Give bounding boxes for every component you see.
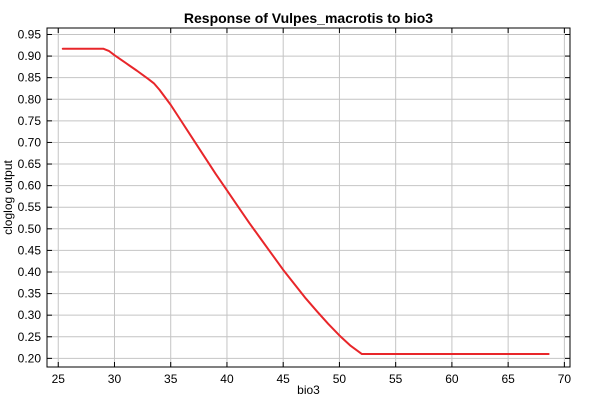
plot-frame (46, 27, 571, 368)
y-tick-label: 0.45 (18, 243, 42, 257)
x-tick-label: 30 (108, 372, 122, 386)
chart-title: Response of Vulpes_macrotis to bio3 (184, 10, 433, 26)
x-axis-label: bio3 (297, 383, 320, 397)
y-tick-label: 0.90 (18, 49, 42, 63)
y-axis-label: cloglog output (1, 159, 15, 234)
x-tick-label: 35 (164, 372, 178, 386)
x-tick-label: 70 (558, 372, 572, 386)
y-tick-label: 0.50 (18, 222, 42, 236)
x-tick-label: 55 (389, 372, 403, 386)
grid-layer (47, 28, 570, 367)
x-tick-label: 60 (445, 372, 459, 386)
y-tick-label: 0.30 (18, 308, 42, 322)
y-tick-label: 0.25 (18, 330, 42, 344)
tick-layer: 25 30 35 40 45 50 55 60 65 70 0.20 0.25 0.30 0.35 0.40… (18, 27, 572, 386)
y-tick-label: 0.95 (18, 27, 42, 41)
y-tick-label: 0.55 (18, 200, 42, 214)
y-tick-label: 0.75 (18, 114, 42, 128)
y-tick-label: 0.65 (18, 157, 42, 171)
y-tick-label: 0.20 (18, 351, 42, 365)
y-tick-label: 0.85 (18, 71, 42, 85)
x-tick-label: 25 (52, 372, 66, 386)
y-tick-label: 0.80 (18, 92, 42, 106)
series-layer (61, 47, 550, 356)
y-tick-label: 0.70 (18, 135, 42, 149)
x-tick-label: 45 (277, 372, 291, 386)
y-tick-label: 0.40 (18, 265, 42, 279)
y-tick-label: 0.35 (18, 287, 42, 301)
x-tick-label: 65 (501, 372, 515, 386)
series-line-0 (61, 47, 550, 356)
x-tick-label: 50 (333, 372, 347, 386)
y-tick-label: 0.60 (18, 179, 42, 193)
x-tick-label: 40 (220, 372, 234, 386)
